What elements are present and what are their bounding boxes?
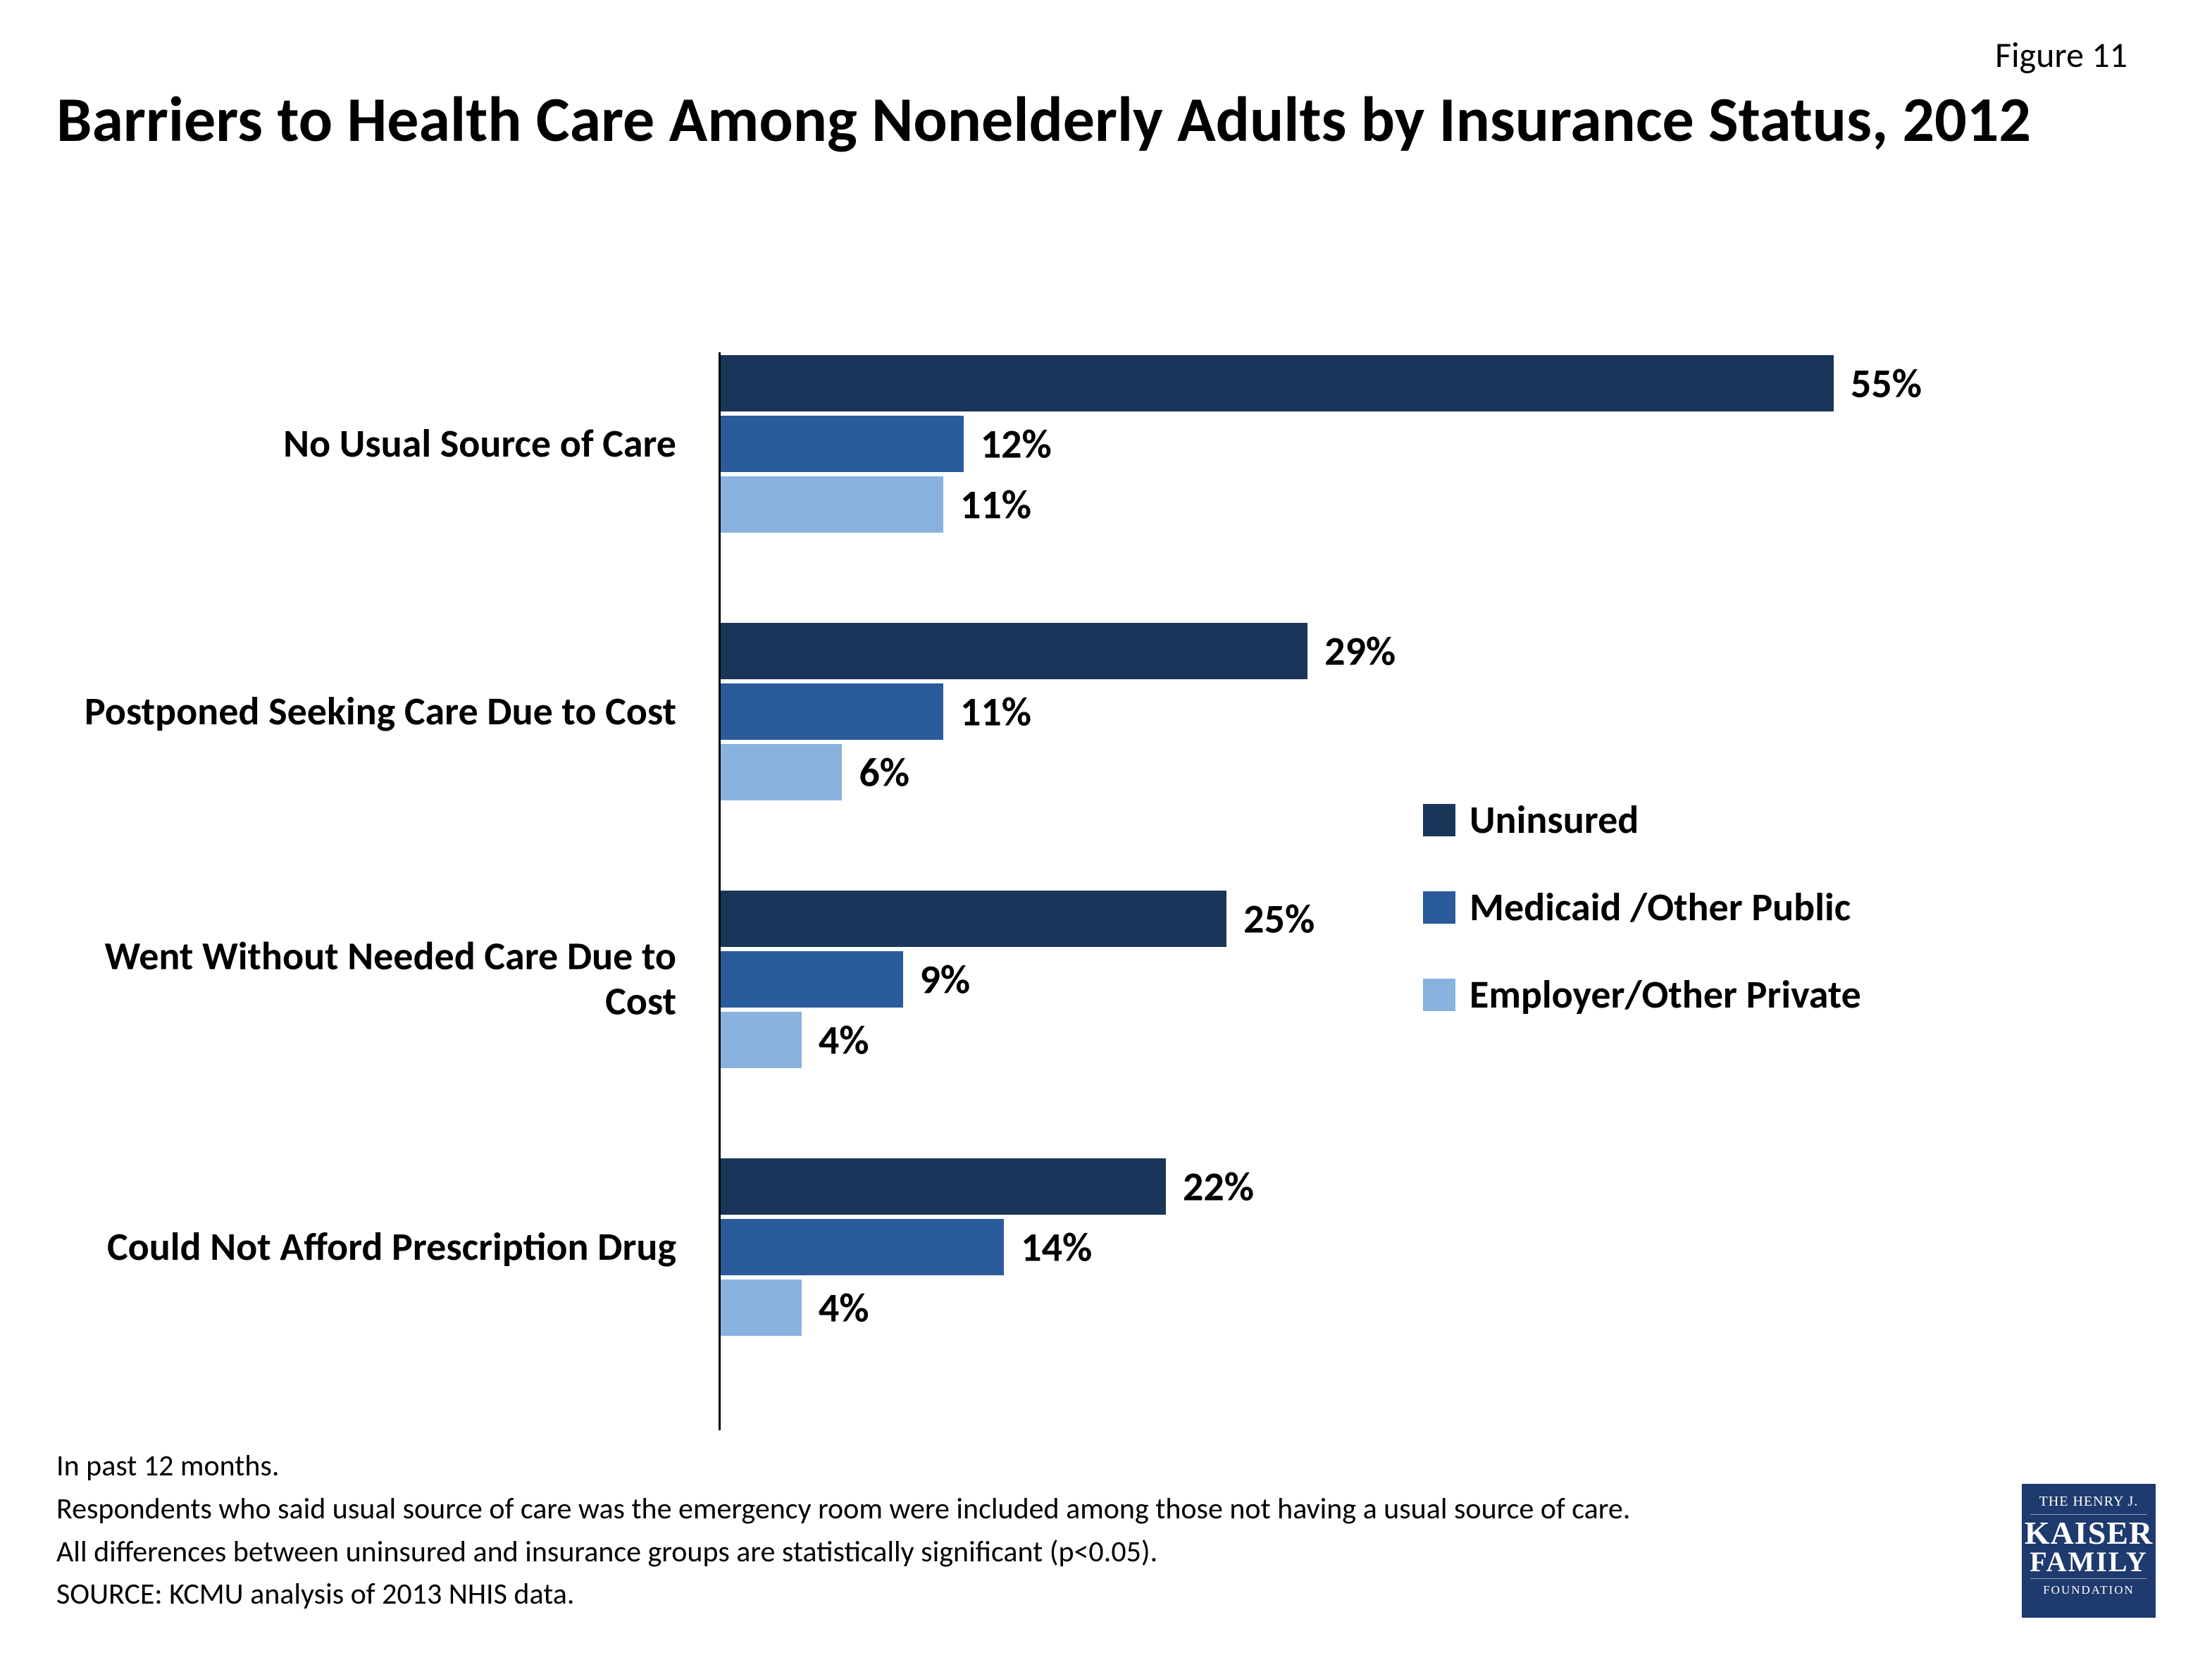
legend-item: Employer/Other Private <box>1423 971 1861 1019</box>
bar-value-label: 14% <box>1004 1222 1092 1272</box>
chart-area: No Usual Source of Care55%12%11%Postpone… <box>56 352 2156 1430</box>
bar: 55% <box>721 355 1834 411</box>
legend-item: Medicaid /Other Public <box>1423 884 1861 931</box>
category-label: Postponed Seeking Care Due to Cost <box>56 689 697 734</box>
legend-label: Employer/Other Private <box>1470 971 1861 1019</box>
bar-group: Postponed Seeking Care Due to Cost29%11%… <box>56 620 2156 803</box>
footer-line: SOURCE: KCMU analysis of 2013 NHIS data. <box>56 1575 1630 1615</box>
bar: 25% <box>721 891 1226 947</box>
bar-value-label: 55% <box>1834 359 1922 409</box>
bar-value-label: 11% <box>943 480 1031 530</box>
logo-line-2: KAISER <box>2022 1518 2156 1549</box>
bar: 11% <box>721 683 943 740</box>
bar-group: Could Not Afford Prescription Drug22%14%… <box>56 1156 2156 1339</box>
bar-value-label: 4% <box>802 1015 869 1065</box>
category-label: No Usual Source of Care <box>56 421 697 466</box>
chart-title: Barriers to Health Care Among Nonelderly… <box>56 85 2127 156</box>
legend-item: Uninsured <box>1423 796 1861 844</box>
legend-label: Medicaid /Other Public <box>1470 884 1851 931</box>
bar: 22% <box>721 1158 1166 1215</box>
figure-number: Figure 11 <box>1995 34 2127 77</box>
bar: 4% <box>721 1280 802 1336</box>
bar-value-label: 11% <box>943 687 1031 737</box>
bar-value-label: 12% <box>964 419 1052 469</box>
footer-line: In past 12 months. <box>56 1447 1630 1487</box>
bar: 14% <box>721 1219 1004 1275</box>
bar: 12% <box>721 416 964 472</box>
bar: 11% <box>721 476 943 533</box>
kaiser-logo: THE HENRY J. KAISER FAMILY FOUNDATION <box>2022 1484 2156 1618</box>
category-label: Could Not Afford Prescription Drug <box>56 1225 697 1270</box>
footer-line: Respondents who said usual source of car… <box>56 1489 1630 1530</box>
legend-swatch <box>1423 804 1455 836</box>
footer-notes: In past 12 months.Respondents who said u… <box>56 1447 1630 1618</box>
bar: 9% <box>721 951 903 1008</box>
bar-value-label: 6% <box>842 748 909 798</box>
bar-group: No Usual Source of Care55%12%11% <box>56 352 2156 535</box>
legend: Uninsured Medicaid /Other Public Employer/… <box>1423 796 1861 1058</box>
bar-value-label: 9% <box>903 955 971 1005</box>
bar: 29% <box>721 623 1307 679</box>
footer-line: All differences between uninsured and in… <box>56 1532 1630 1573</box>
logo-line-3: FAMILY <box>2022 1549 2156 1575</box>
logo-line-4: FOUNDATION <box>2030 1578 2147 1597</box>
bar-value-label: 4% <box>802 1283 869 1333</box>
legend-label: Uninsured <box>1470 796 1639 844</box>
legend-swatch <box>1423 979 1455 1011</box>
bar-value-label: 29% <box>1307 626 1396 676</box>
bar: 6% <box>721 744 842 800</box>
category-label: Went Without Needed Care Due to Cost <box>56 934 697 1025</box>
logo-line-1: THE HENRY J. <box>2030 1494 2147 1515</box>
legend-swatch <box>1423 891 1455 924</box>
bar-value-label: 22% <box>1166 1162 1254 1212</box>
bar-value-label: 25% <box>1226 894 1315 944</box>
bar: 4% <box>721 1012 802 1068</box>
